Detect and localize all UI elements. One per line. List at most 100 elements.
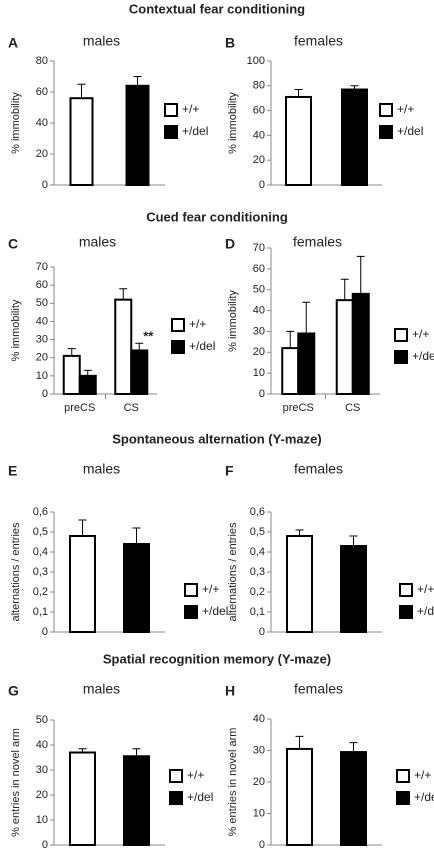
legend-swatch (164, 125, 178, 139)
error-bar (132, 748, 141, 757)
y-tick-label: 0,1 (250, 606, 265, 618)
bar (114, 298, 133, 395)
error-bar (350, 85, 359, 90)
legend-label: +/+ (187, 768, 204, 782)
legend-swatch (394, 350, 408, 364)
bar (341, 88, 368, 186)
legend-swatch (171, 340, 185, 354)
bar (123, 755, 150, 846)
error-bar (349, 742, 358, 753)
error-bar (295, 735, 304, 749)
section-title: Contextual fear conditioning (129, 1, 305, 16)
y-tick-label: 40 (253, 304, 265, 316)
panel-letter: C (8, 236, 18, 252)
y-axis-label: % immobility (227, 290, 239, 352)
section-title: Spatial recognition memory (Y-maze) (103, 651, 331, 666)
bar (286, 747, 313, 846)
y-tick-label: 30 (36, 333, 48, 345)
error-bar (77, 83, 86, 99)
y-tick-label: 20 (36, 789, 48, 801)
y-tick-label: 50 (253, 284, 265, 296)
y-tick-label: 0 (259, 388, 265, 400)
y-tick-label: 30 (36, 764, 48, 776)
y-tick-label: 0 (42, 626, 48, 638)
bar (285, 95, 312, 186)
section-title: Cued fear conditioning (146, 209, 288, 224)
error-bar (135, 342, 144, 351)
x-tick-label: CS (345, 402, 360, 414)
bar (62, 354, 81, 395)
legend-label: +/+ (182, 102, 199, 116)
y-tick-label: 0 (259, 179, 265, 191)
bar (335, 299, 354, 395)
y-tick-label: 20 (253, 776, 265, 788)
legend-label: +/del (417, 604, 434, 618)
y-tick-label: 0,5 (33, 526, 48, 538)
legend-swatch (396, 769, 410, 783)
y-tick-label: 0,4 (33, 546, 48, 558)
bar (340, 751, 367, 847)
y-tick-label: 20 (253, 154, 265, 166)
y-tick-label: 0,1 (33, 606, 48, 618)
bar (351, 292, 370, 395)
legend-swatch (399, 605, 413, 619)
legend-swatch (396, 791, 410, 805)
y-tick-label: 20 (253, 346, 265, 358)
y-tick-label: 10 (253, 367, 265, 379)
y-tick-label: 0,2 (250, 586, 265, 598)
y-tick-label: 50 (36, 714, 48, 726)
y-tick-label: 60 (253, 263, 265, 275)
y-tick-label: 80 (36, 55, 48, 67)
legend-label: +/+ (412, 327, 429, 341)
y-axis-label: % entries in novel arm (227, 728, 239, 837)
legend-label: +/del (187, 790, 213, 804)
error-bar (295, 529, 304, 536)
y-tick-label: 20 (36, 148, 48, 160)
panel-title: males (83, 681, 120, 697)
legend-label: +/+ (397, 102, 414, 116)
bar (69, 751, 96, 846)
panel-title: females (294, 33, 343, 49)
y-tick-label: 30 (253, 325, 265, 337)
y-tick-label: 0 (42, 839, 48, 850)
x-tick-label: preCS (64, 402, 95, 414)
legend-label: +/del (397, 124, 423, 138)
y-tick-label: 60 (36, 86, 48, 98)
legend-label: +/del (412, 349, 434, 363)
y-tick-label: 0 (259, 839, 265, 850)
legend-label: +/del (182, 124, 208, 138)
legend-label: +/+ (202, 582, 219, 596)
y-tick-label: 10 (36, 370, 48, 382)
legend-swatch (169, 769, 183, 783)
error-bar (302, 301, 311, 334)
panel-letter: E (8, 463, 17, 479)
panel-letter: A (8, 35, 18, 51)
y-tick-label: 0,6 (250, 506, 265, 518)
error-bar (294, 89, 303, 97)
panel-title: males (79, 234, 116, 250)
y-axis-label: % immobility (10, 299, 22, 361)
bar (69, 97, 94, 186)
panel-title: females (293, 234, 342, 250)
legend-swatch (399, 583, 413, 597)
y-tick-label: 10 (253, 807, 265, 819)
y-tick-label: 40 (36, 315, 48, 327)
legend-swatch (379, 125, 393, 139)
y-tick-label: 70 (253, 242, 265, 254)
panel-letter: D (225, 236, 235, 252)
y-tick-label: 0,2 (33, 586, 48, 598)
legend-label: +/del (202, 604, 228, 618)
legend-swatch (169, 791, 183, 805)
y-tick-label: 60 (36, 279, 48, 291)
panel-letter: H (225, 683, 235, 699)
y-axis-label: % entries in novel arm (10, 728, 22, 837)
y-tick-label: 0,3 (250, 566, 265, 578)
y-tick-label: 70 (36, 261, 48, 273)
error-bar (349, 535, 358, 546)
legend-swatch (394, 328, 408, 342)
error-bar (132, 527, 141, 544)
bar (69, 535, 96, 633)
y-tick-label: 0,5 (250, 526, 265, 538)
panel-letter: B (225, 35, 235, 51)
